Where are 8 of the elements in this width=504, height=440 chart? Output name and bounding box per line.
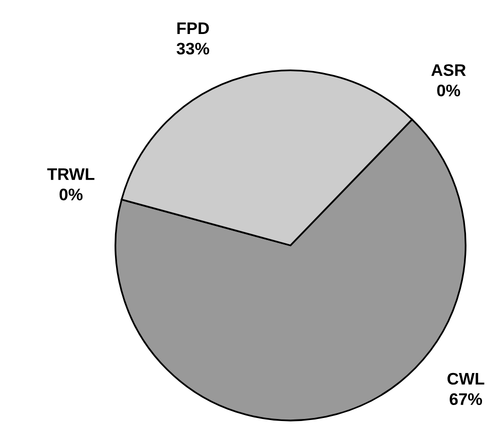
text: 0% (437, 84, 460, 96)
text: 0% (60, 188, 83, 200)
category-label: TRWL (47, 168, 94, 180)
data-label: 33% (176, 42, 210, 55)
slice-label: CWL (448, 372, 484, 385)
category-label: ASR (431, 64, 466, 76)
data-label: 67% (450, 393, 482, 406)
slice-label: FPD (177, 22, 209, 34)
